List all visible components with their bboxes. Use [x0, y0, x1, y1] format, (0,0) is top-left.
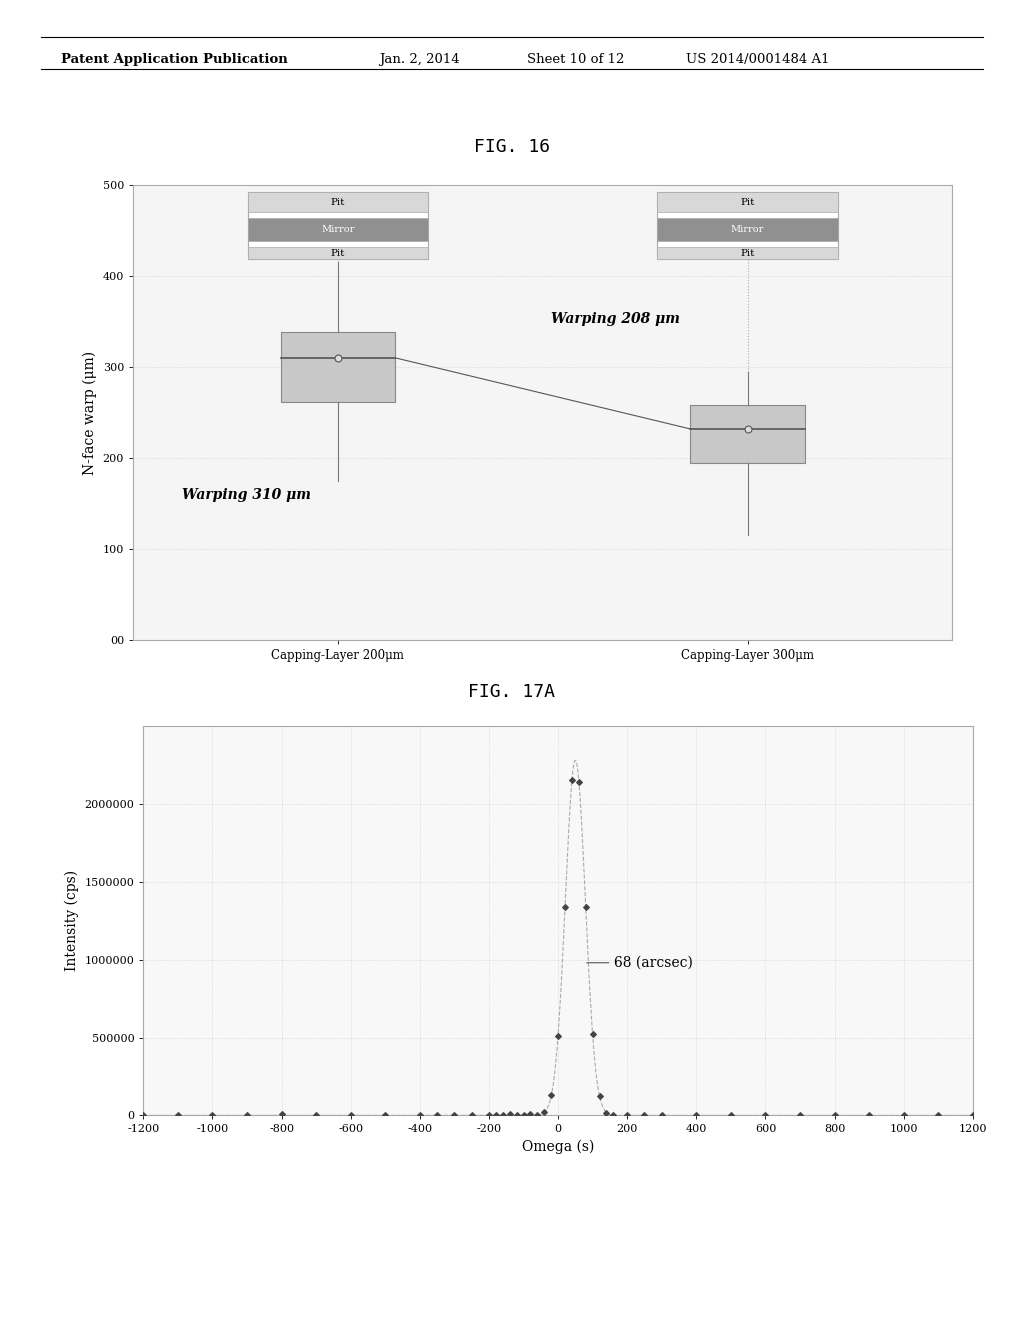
- Point: [135, 1105, 152, 1126]
- Text: Pit: Pit: [740, 198, 755, 207]
- Point: [487, 1105, 504, 1126]
- Text: Mirror: Mirror: [731, 224, 764, 234]
- Point: [895, 1105, 912, 1126]
- Y-axis label: N-face warp (μm): N-face warp (μm): [83, 350, 97, 475]
- Point: [688, 1105, 705, 1126]
- Bar: [690, 405, 805, 462]
- Text: US 2014/0001484 A1: US 2014/0001484 A1: [686, 53, 829, 66]
- Point: [570, 771, 587, 792]
- Point: [930, 1105, 946, 1126]
- Point: [412, 1105, 428, 1126]
- Point: [543, 1085, 559, 1106]
- Bar: [248, 193, 428, 213]
- Point: [205, 1105, 221, 1126]
- Point: [239, 1105, 255, 1126]
- Text: Warping 208 μm: Warping 208 μm: [551, 313, 680, 326]
- Bar: [248, 193, 428, 260]
- Point: [965, 1105, 981, 1126]
- Text: FIG. 16: FIG. 16: [474, 137, 550, 156]
- Point: [758, 1104, 774, 1125]
- Point: [273, 1104, 290, 1125]
- Point: [515, 1105, 531, 1126]
- Point: [792, 1105, 808, 1126]
- Y-axis label: Intensity (cps): Intensity (cps): [65, 870, 79, 972]
- Text: Pit: Pit: [331, 198, 345, 207]
- Text: Patent Application Publication: Patent Application Publication: [61, 53, 288, 66]
- Text: Mirror: Mirror: [322, 224, 354, 234]
- Bar: [281, 333, 395, 401]
- Point: [557, 896, 573, 917]
- Text: Warping 310 μm: Warping 310 μm: [182, 488, 311, 502]
- Text: Pit: Pit: [740, 248, 755, 257]
- Point: [481, 1105, 498, 1126]
- Point: [592, 1085, 608, 1106]
- Point: [537, 1102, 553, 1123]
- Point: [605, 1105, 622, 1126]
- Point: [429, 1105, 445, 1126]
- Point: [636, 1105, 652, 1126]
- Point: [170, 1104, 186, 1125]
- Text: 68 (arcsec): 68 (arcsec): [614, 956, 693, 970]
- Point: [598, 1102, 614, 1123]
- Point: [495, 1105, 511, 1126]
- Point: [723, 1104, 739, 1125]
- X-axis label: Omega (s): Omega (s): [522, 1140, 594, 1155]
- Point: [653, 1105, 670, 1126]
- Point: [585, 1024, 601, 1045]
- Point: [563, 770, 580, 791]
- Text: FIG. 17A: FIG. 17A: [469, 682, 555, 701]
- Point: [342, 1105, 359, 1126]
- Bar: [248, 218, 428, 242]
- Point: [618, 1105, 635, 1126]
- Point: [509, 1105, 525, 1126]
- Point: [522, 1104, 539, 1125]
- Point: [308, 1105, 325, 1126]
- Point: [826, 1105, 843, 1126]
- Bar: [248, 247, 428, 260]
- Point: [529, 1105, 546, 1126]
- Point: [550, 1026, 566, 1047]
- Point: [578, 896, 594, 917]
- Bar: [657, 193, 838, 260]
- Bar: [657, 193, 838, 213]
- Bar: [657, 247, 838, 260]
- Point: [377, 1105, 393, 1126]
- Point: [861, 1105, 878, 1126]
- Text: Pit: Pit: [331, 248, 345, 257]
- Point: [502, 1104, 518, 1125]
- Point: [446, 1105, 463, 1126]
- Text: Sheet 10 of 12: Sheet 10 of 12: [527, 53, 625, 66]
- Bar: [657, 218, 838, 242]
- Point: [464, 1104, 480, 1125]
- Text: Jan. 2, 2014: Jan. 2, 2014: [379, 53, 460, 66]
